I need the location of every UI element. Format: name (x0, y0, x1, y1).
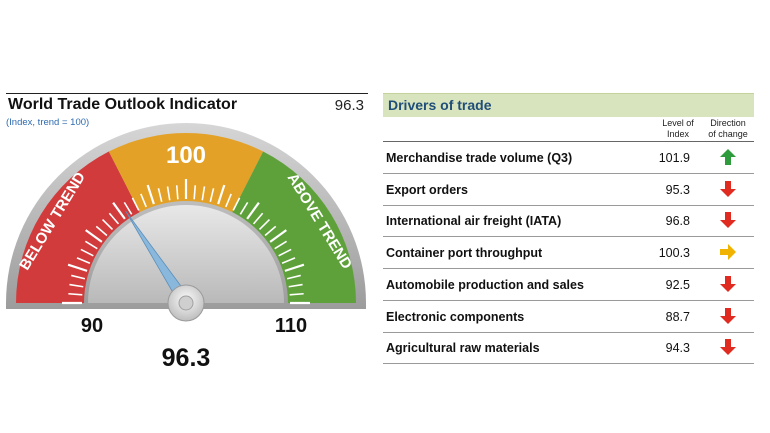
gauge-tick (286, 274, 301, 280)
gauge-tick (108, 212, 120, 225)
gauge-tick (68, 292, 83, 296)
drivers-header: Drivers of trade (383, 93, 754, 117)
header-divider (383, 141, 754, 142)
gauge-tick (166, 186, 171, 201)
gauge-tick (284, 263, 305, 272)
driver-value: 94.3 (665, 341, 690, 356)
gauge-tick (209, 188, 215, 203)
indicator-title: World Trade Outlook Indicator (8, 96, 238, 113)
gauge-tick (123, 201, 133, 215)
indicator-value: 96.3 (334, 97, 364, 114)
gauge-tick (225, 193, 232, 208)
driver-value: 100.3 (658, 246, 690, 261)
driver-value: 101.9 (658, 151, 690, 165)
gauge-tick (84, 240, 98, 250)
tick-label-min: 90 (81, 315, 103, 337)
gauge-tick (146, 184, 155, 205)
gauge-tick (69, 283, 84, 288)
gauge-tick (281, 257, 296, 264)
gauge-tick (101, 218, 114, 231)
gauge-tick (201, 186, 206, 201)
gauge-tick (112, 202, 126, 220)
gauge-tick (278, 248, 292, 257)
gauge-tick (269, 229, 287, 243)
drivers-title: Drivers of trade (388, 97, 492, 113)
column-header-level-line1: Level of (662, 118, 694, 128)
driver-name: Merchandise trade volume (Q3) (386, 151, 573, 165)
gauge-value-label: 96.3 (162, 344, 211, 372)
arrow-down-icon (720, 180, 736, 197)
gauge-zone-above-trend (232, 151, 356, 303)
arrow-down-icon (720, 212, 736, 229)
driver-name: Container port throughput (386, 246, 543, 261)
arrow-down-icon (720, 307, 736, 324)
gauge-tick (289, 292, 304, 296)
gauge-tick (274, 240, 288, 250)
table-row: Agricultural raw materials 94.3 (383, 332, 754, 365)
gauge-tick (252, 212, 264, 225)
gauge-tick (264, 225, 277, 237)
driver-name: Automobile production and sales (386, 277, 584, 292)
column-header-direction-line1: Direction (710, 118, 746, 128)
table-row: Container port throughput 100.3 (383, 237, 754, 270)
driver-value: 96.8 (665, 214, 690, 229)
gauge-tick (140, 193, 147, 208)
driver-name: International air freight (IATA) (386, 214, 562, 229)
gauge-tick (232, 197, 241, 211)
arrow-down-icon (720, 339, 736, 356)
driver-name: Agricultural raw materials (386, 341, 540, 356)
gauge-chart: BELOW TREND 100 ABOVE TREND 90 110 96.3 (6, 123, 366, 372)
driver-value: 95.3 (665, 182, 690, 197)
table-row: International air freight (IATA) 96.8 (383, 205, 754, 238)
table-row: Merchandise trade volume (Q3) 101.9 (383, 142, 754, 174)
gauge-tick (239, 201, 249, 215)
driver-value: 92.5 (665, 277, 690, 292)
gauge-tick (95, 225, 108, 237)
table-row: Electronic components 88.7 (383, 301, 754, 333)
gauge-tick (246, 202, 260, 220)
indicator-subtitle: (Index, trend = 100) (6, 117, 90, 128)
gauge-tick (131, 197, 140, 211)
gauge-zone-below-trend (16, 151, 140, 303)
gauge-zone-trend (108, 133, 264, 213)
driver-name: Export orders (386, 182, 468, 197)
column-header-level: Level of Index (656, 118, 700, 140)
driver-name: Electronic components (386, 309, 525, 324)
table-row: Automobile production and sales 92.5 (383, 269, 754, 301)
gauge-tick (288, 283, 303, 288)
arrow-up-icon (720, 149, 736, 165)
table-row: Export orders 95.3 (383, 174, 754, 206)
gauge-tick (217, 184, 226, 205)
indicator-panel: World Trade Outlook Indicator 96.3 (Inde… (0, 0, 372, 433)
driver-value: 88.7 (665, 309, 690, 324)
gauge-tick (67, 263, 88, 272)
arrow-right-icon (720, 244, 736, 261)
tick-label-max: 110 (275, 315, 307, 337)
indicator-header: World Trade Outlook Indicator 96.3 (6, 93, 368, 122)
column-header-level-line2: Index (666, 129, 690, 139)
gauge-tick (71, 274, 86, 280)
gauge-tick (175, 185, 179, 200)
gauge-tick (85, 229, 103, 243)
gauge-hub-center (178, 295, 194, 311)
gauge-tick (80, 248, 94, 257)
gauge-tick (258, 218, 271, 231)
gauge-tick (193, 185, 197, 200)
zone-label-100: 100 (166, 142, 206, 169)
arrow-down-icon (720, 275, 736, 292)
gauge-tick (76, 257, 91, 264)
column-header-direction-line2: of change (708, 129, 748, 139)
gauge-tick (157, 188, 163, 203)
column-header-direction: Direction of change (703, 118, 753, 140)
